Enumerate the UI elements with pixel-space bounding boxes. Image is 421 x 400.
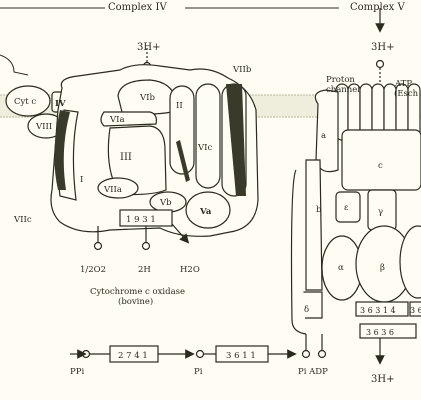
complex-v-label: Complex V: [350, 2, 405, 13]
pi-label: Pi: [194, 367, 203, 377]
enzyme-caption-line1: Cytochrome c oxidase: [90, 287, 185, 297]
atp-label-line2: (Esch: [394, 88, 419, 99]
subunit-viia-label: VIIa: [103, 185, 122, 195]
ppi-left-label: PPi: [70, 367, 84, 377]
product-2h: 2H: [138, 265, 151, 275]
pi-adp-label: Pi ADP: [298, 367, 328, 377]
product-h2o: H2O: [180, 265, 200, 275]
proton-channel-line2: channel: [326, 85, 360, 95]
subunit-viic-label: VIIc: [13, 215, 32, 225]
subunit-i-label: I: [80, 175, 83, 185]
subunit-vib-label: VIb: [139, 93, 155, 103]
subunit-va-label: Va: [199, 207, 212, 217]
subunit-viii-label: VIII: [35, 122, 52, 132]
complex-iv-structure: [5, 48, 259, 251]
proton-channel-line1: Proton: [326, 75, 355, 85]
subunit-via-label: VIa: [109, 115, 125, 125]
subunit-viib-label: VIIb: [232, 65, 252, 75]
subunit-ii-label: II: [176, 101, 183, 111]
ec-2741: 2 7 4 1: [118, 351, 148, 361]
ec-box-36314: 3 6 3 1 4: [360, 306, 396, 315]
subunit-delta-label: δ: [304, 305, 309, 315]
subunit-vb-label: Vb: [159, 198, 172, 208]
ec-box-3636: 3 6 3 6: [366, 328, 394, 337]
proton-iv-top: 3H+: [137, 42, 160, 53]
complex-v-structure: [290, 59, 421, 365]
subunit-alpha-label: α: [338, 263, 344, 273]
proton-v-top: 3H+: [371, 42, 394, 53]
subunit-vic-label: VIc: [197, 143, 212, 153]
subunit-gamma-label: γ: [378, 207, 383, 217]
cyt-c-label: Cyt c: [14, 97, 36, 107]
subunit-epsilon-label: ε: [344, 203, 349, 213]
bottom-pathway: [70, 334, 327, 363]
complex-iv-top-connector: [0, 7, 339, 76]
subunit-beta-label: β: [380, 263, 385, 273]
complex-iv-label: Complex IV: [108, 2, 167, 13]
atp-label-line1: ATP: [394, 79, 412, 89]
ec-box-iv: 1 9 3 1: [126, 215, 156, 225]
subunit-a-label: a: [321, 131, 326, 141]
ec-3611: 3 6 1 1: [226, 351, 256, 361]
proton-v-bottom: 3H+: [371, 374, 394, 385]
product-o2: 1/2O2: [80, 265, 106, 275]
ec-box-363: 3 6 3: [410, 306, 421, 315]
subunit-iv-label: IV: [55, 99, 66, 109]
subunit-b-label: b: [316, 205, 322, 215]
subunit-iii-label: III: [120, 152, 132, 163]
enzyme-caption-line2: (bovine): [118, 296, 153, 307]
subunit-c-label: c: [378, 161, 383, 171]
